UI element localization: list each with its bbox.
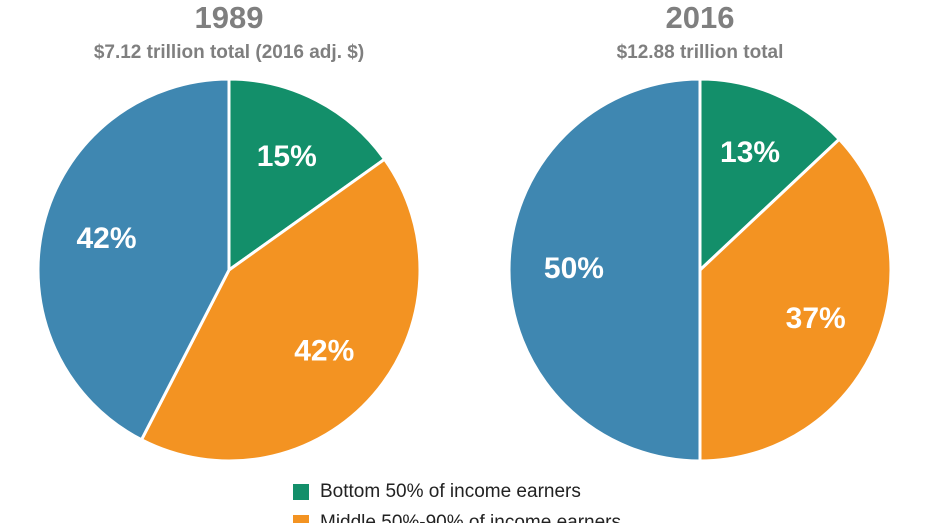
value-label: 50% <box>544 252 604 285</box>
pie-slice <box>698 77 842 274</box>
chart-subtitle: $12.88 trillion total <box>617 42 784 63</box>
value-label: 37% <box>786 302 846 335</box>
chart-title: 2016 <box>666 0 735 35</box>
legend-swatch <box>293 515 309 523</box>
value-label: 42% <box>76 222 136 255</box>
value-label: 42% <box>294 334 354 367</box>
pie-slice <box>507 77 702 463</box>
legend-swatch <box>293 484 309 500</box>
pie-slice <box>36 77 231 442</box>
chart-subtitle: $7.12 trillion total (2016 adj. $) <box>94 42 364 63</box>
pie-slice <box>139 157 422 463</box>
chart-title: 1989 <box>195 0 264 35</box>
legend-label: Bottom 50% of income earners <box>320 481 581 502</box>
legend-label: Middle 50%-90% of income earners <box>320 512 621 523</box>
pie-slice <box>227 77 387 273</box>
value-label: 13% <box>720 136 780 169</box>
value-label: 15% <box>257 140 317 173</box>
pie-slice <box>698 137 893 463</box>
